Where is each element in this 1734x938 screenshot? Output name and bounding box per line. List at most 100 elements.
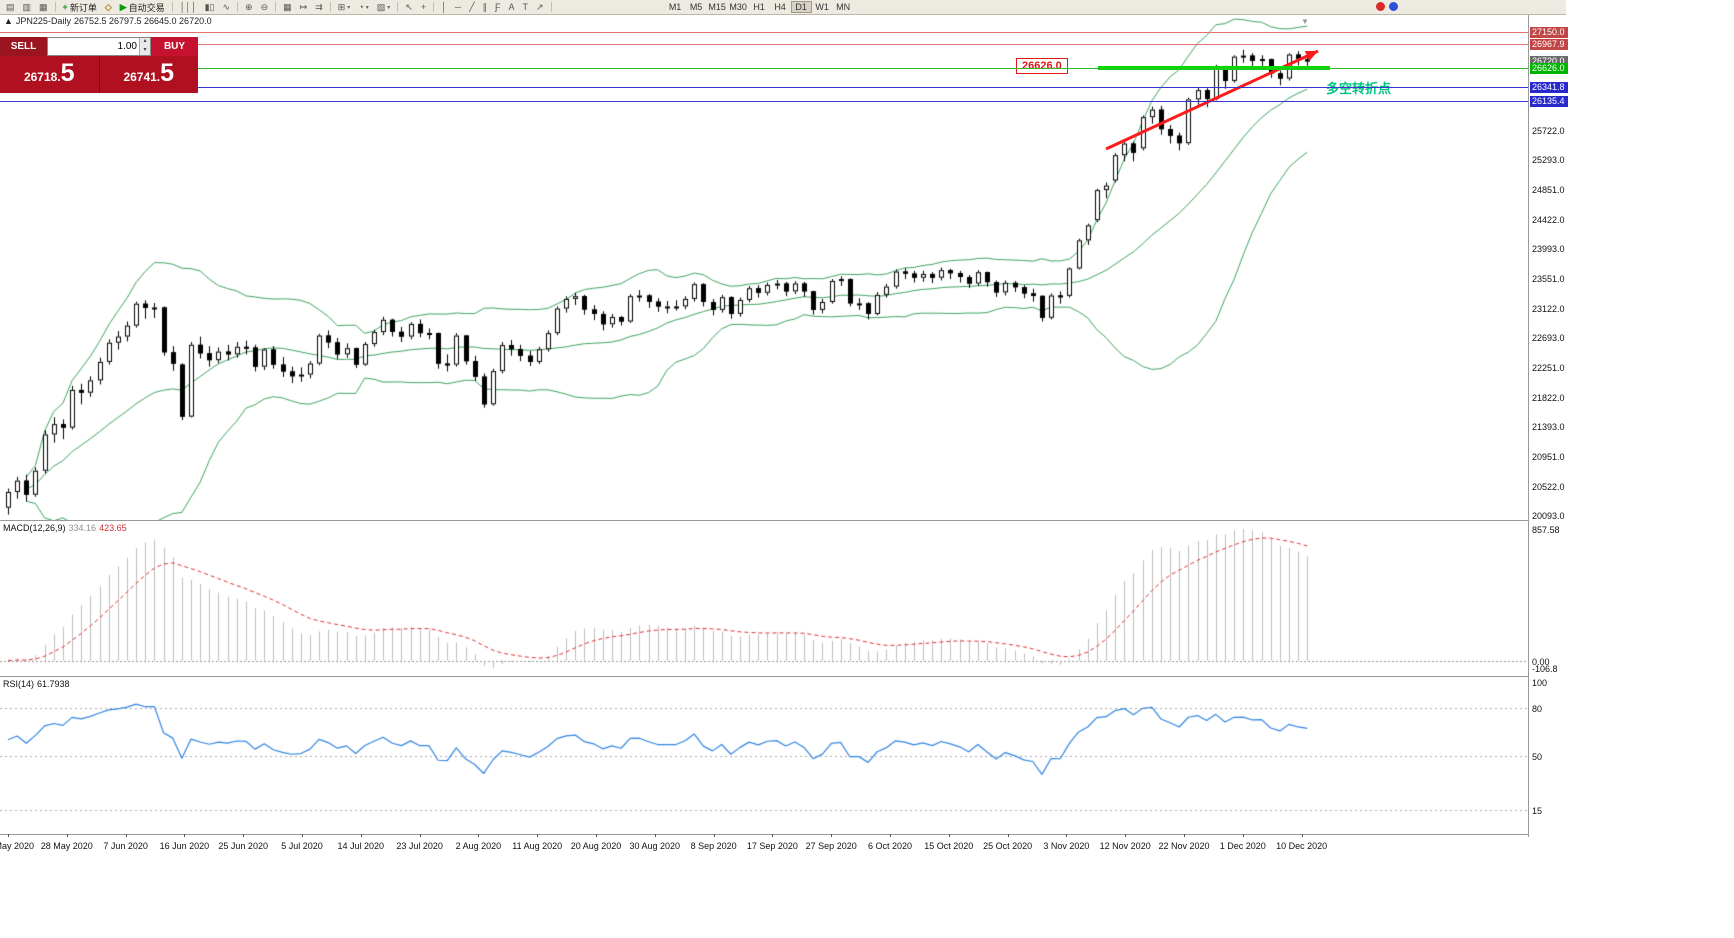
new-order-button[interactable]: + 新订单 xyxy=(62,2,97,13)
time-tick xyxy=(8,834,9,837)
bar-chart-icon[interactable]: │││ xyxy=(179,2,197,12)
price-tick-label: 24422.0 xyxy=(1532,214,1565,225)
timeframe-m30-button[interactable]: M30 xyxy=(729,2,747,12)
status-icon-blue xyxy=(1389,2,1398,11)
price-tick-label: 20093.0 xyxy=(1532,511,1565,521)
new-chart-icon[interactable]: ▤ xyxy=(6,2,15,12)
templates-menu[interactable]: ▧ ▾ xyxy=(376,2,391,12)
horizontal-price-line[interactable] xyxy=(0,32,1528,33)
time-axis[interactable]: 19 May 2020 28 May 2020 7 Jun 2020 16 Jun 2… xyxy=(0,834,1528,853)
horizontal-price-line[interactable] xyxy=(0,44,1528,45)
time-tick xyxy=(361,834,362,837)
timeframe-m5-button[interactable]: M5 xyxy=(689,2,703,12)
time-tick xyxy=(890,834,891,837)
trend-arrow[interactable] xyxy=(0,15,1528,520)
toolbar-separator xyxy=(275,2,277,12)
periods-menu[interactable]: ◔ ▾ xyxy=(358,2,369,12)
time-tick xyxy=(596,834,597,837)
data-window-icon[interactable]: ▦ xyxy=(39,2,48,12)
auto-scroll-icon[interactable]: ↦ xyxy=(299,2,308,12)
one-click-toggle[interactable]: ▲ xyxy=(4,16,13,26)
date-label: 22 Nov 2020 xyxy=(1158,841,1210,851)
trendline-icon[interactable]: ╱ xyxy=(469,2,475,12)
horizontal-price-line[interactable] xyxy=(0,87,1528,88)
date-label: 20 Aug 2020 xyxy=(570,841,622,851)
chart-overlay: 26626.0 多空转折点 ▼ xyxy=(0,15,1528,520)
price-tick-label: 23122.0 xyxy=(1532,303,1565,314)
tile-windows-icon[interactable]: ▦ xyxy=(283,2,292,12)
candlestick-chart-icon[interactable]: ▮▯ xyxy=(204,2,215,12)
chart-shift-icon[interactable]: ⇉ xyxy=(315,2,323,12)
cursor-icon[interactable]: ↖ xyxy=(405,2,413,12)
zoom-out-icon[interactable]: ⊖ xyxy=(260,2,269,12)
sell-price-main: 26718. xyxy=(23,70,61,84)
indicators-menu[interactable]: ⊞ ▾ xyxy=(337,2,351,12)
volume-field[interactable]: 1.00 ▴ ▾ xyxy=(47,37,151,56)
crosshair-icon[interactable]: + xyxy=(420,2,427,12)
toolbar-items: ▤ ▥ ▦ + 新订单 ◇ ▶ 自动交易 │││ ▮▯ ∿ ⊕ ⊖ ▦ ↦ ⇉ ⊞ ▾ ◔ ▾ ▧ ▾ ↖ + │ ─ ╱ ∥ Ƒ A T ↗… xyxy=(2,0,854,14)
volume-up-button[interactable]: ▴ xyxy=(140,38,150,47)
timeframe-m15-button[interactable]: M15 xyxy=(708,2,726,12)
timeframe-h1-button[interactable]: H1 xyxy=(753,2,765,12)
horizontal-line-icon[interactable]: ─ xyxy=(454,2,462,12)
horizontal-price-line[interactable] xyxy=(0,68,1528,69)
panel-separator[interactable] xyxy=(0,676,1568,677)
profiles-icon[interactable]: ▥ xyxy=(22,2,32,12)
horizontal-price-line[interactable] xyxy=(0,101,1528,102)
date-label: 27 Sep 2020 xyxy=(805,841,857,851)
arrow-object-icon[interactable]: ↗ xyxy=(536,2,544,12)
price-tick-label: 23993.0 xyxy=(1532,244,1565,255)
buy-price[interactable]: 26741. 5 xyxy=(100,56,199,93)
sell-price[interactable]: 26718. 5 xyxy=(0,56,100,93)
fibonacci-icon[interactable]: Ƒ xyxy=(495,2,501,12)
text-icon[interactable]: A xyxy=(508,2,515,12)
date-label: 2 Aug 2020 xyxy=(455,841,502,851)
date-label: 6 Oct 2020 xyxy=(867,841,913,851)
timeframe-h4-button[interactable]: H4 xyxy=(774,2,786,12)
date-label: 11 Aug 2020 xyxy=(512,841,563,851)
macd-zero-label: 0.00 xyxy=(1532,656,1550,667)
price-tick-label: 23551.0 xyxy=(1532,274,1565,285)
price-marker-label: 26341.8 xyxy=(1530,82,1568,94)
rsi-level-label: 50 xyxy=(1532,751,1543,762)
chart-title: ▲ JPN225-Daily 26752.5 26797.5 26645.0 267… xyxy=(4,16,215,26)
channel-icon[interactable]: ∥ xyxy=(482,2,488,12)
toolbar-separator xyxy=(171,2,173,12)
text-label-icon[interactable]: T xyxy=(522,2,529,12)
zoom-in-icon[interactable]: ⊕ xyxy=(245,2,253,12)
autotrading-button[interactable]: ▶ 自动交易 xyxy=(119,2,165,13)
timeframe-mn-button[interactable]: MN xyxy=(836,2,851,12)
rsi-value: 61.7938 xyxy=(37,679,70,689)
volume-down-button[interactable]: ▾ xyxy=(140,46,150,55)
line-chart-icon[interactable]: ∿ xyxy=(222,2,231,12)
price-axis[interactable]: 25722.0 25293.0 24851.0 24422.0 23993.0 23551… xyxy=(1528,15,1568,837)
toolbar-separator xyxy=(397,2,399,12)
metaeditor-icon[interactable]: ◇ xyxy=(104,2,112,12)
sell-button[interactable]: SELL xyxy=(0,37,47,56)
timeframe-m1-button[interactable]: M1 xyxy=(668,2,682,12)
date-label: 15 Oct 2020 xyxy=(924,841,974,851)
toolbar-separator xyxy=(54,2,56,12)
annotation-note-text[interactable]: 多空转折点 xyxy=(1326,81,1392,96)
vertical-line-icon[interactable]: │ xyxy=(441,2,447,12)
buy-button[interactable]: BUY xyxy=(151,37,198,56)
chart-shift-marker[interactable]: ▼ xyxy=(1301,17,1309,26)
timeframe-w1-button[interactable]: W1 xyxy=(815,2,829,12)
rsi-level-label: 80 xyxy=(1532,704,1543,715)
panel-separator[interactable] xyxy=(0,520,1568,521)
chart-window[interactable]: 26626.0 多空转折点 ▼ ▲ JPN225-Daily 26752.5 267… xyxy=(0,15,1568,865)
timeframe-d1-button[interactable]: D1 xyxy=(790,1,812,13)
time-tick xyxy=(1008,834,1009,837)
date-label: 30 Aug 2020 xyxy=(629,841,681,851)
macd-value-1: 334.16 xyxy=(68,523,97,533)
price-flag-label[interactable]: 26626.0 xyxy=(1016,58,1068,74)
time-tick xyxy=(478,834,479,837)
price-marker-label: 26135.4 xyxy=(1530,96,1568,108)
volume-value[interactable]: 1.00 xyxy=(117,41,137,52)
symbol-period-label: JPN225-Daily xyxy=(15,16,71,26)
macd-panel-canvas[interactable] xyxy=(0,521,1528,676)
rsi-panel-canvas[interactable] xyxy=(0,677,1528,834)
price-tick-label: 22251.0 xyxy=(1532,363,1565,374)
time-tick xyxy=(537,834,538,837)
